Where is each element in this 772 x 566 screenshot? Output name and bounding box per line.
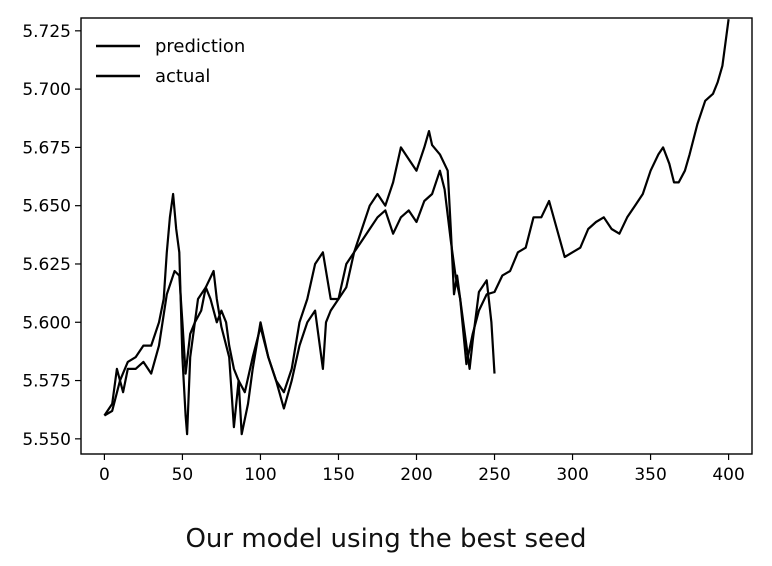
- x-tick-label: 100: [244, 465, 276, 485]
- plot-frame: [80, 17, 753, 455]
- x-tick-label: 300: [556, 465, 588, 485]
- series-line-prediction: [103, 130, 496, 436]
- y-tick-label: 5.575: [22, 372, 71, 392]
- legend-label-actual: actual: [155, 66, 210, 87]
- x-tick-label: 50: [172, 465, 194, 485]
- y-tick-label: 5.725: [22, 22, 71, 42]
- x-tick-label: 350: [634, 465, 666, 485]
- legend-label-prediction: prediction: [155, 36, 245, 57]
- y-tick-label: 5.550: [22, 430, 71, 450]
- x-tick-label: 200: [400, 465, 432, 485]
- x-tick-label: 0: [99, 465, 110, 485]
- x-tick-label: 250: [478, 465, 510, 485]
- y-tick-label: 5.675: [22, 138, 71, 158]
- chart-caption: Our model using the best seed: [185, 524, 587, 554]
- y-tick-label: 5.625: [22, 255, 71, 275]
- y-tick-label: 5.700: [22, 80, 71, 100]
- x-tick-label: 400: [712, 465, 744, 485]
- y-tick-label: 5.650: [22, 197, 71, 217]
- series-line-actual: [103, 19, 730, 417]
- x-tick-label: 150: [322, 465, 354, 485]
- y-tick-label: 5.600: [22, 313, 71, 333]
